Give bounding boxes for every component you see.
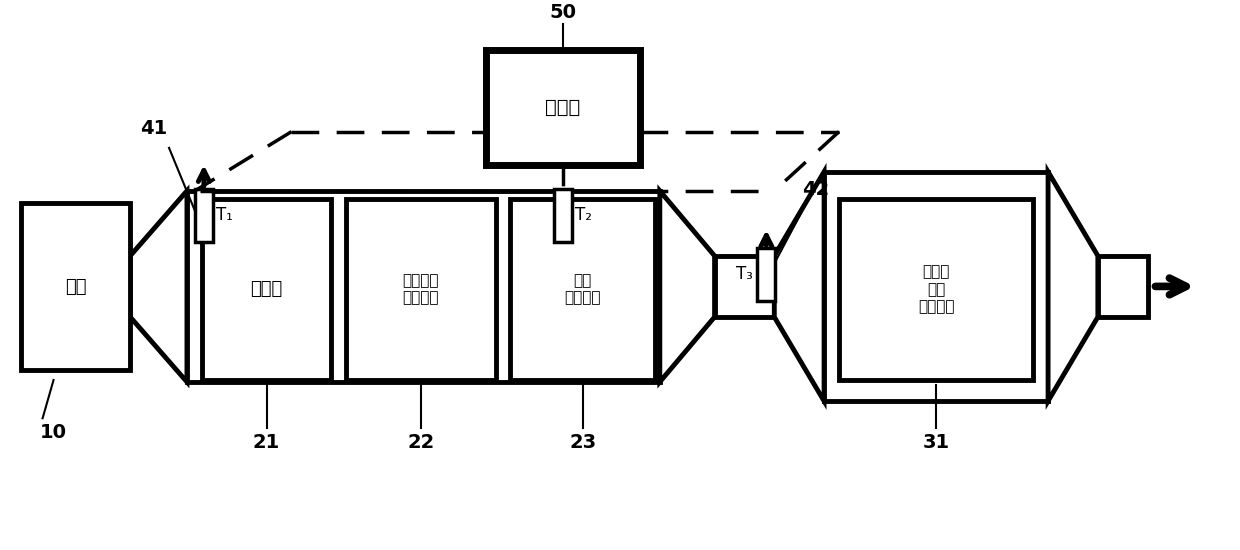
Polygon shape — [714, 256, 774, 317]
Bar — [195, 189, 213, 241]
Text: 微粒
捕集装置: 微粒 捕集装置 — [564, 273, 601, 305]
Bar — [511, 199, 655, 380]
Text: 柴油氧化
催化装置: 柴油氧化 催化装置 — [403, 273, 439, 305]
Text: T₂: T₂ — [575, 206, 593, 224]
Text: 选择性
催化
还原装置: 选择性 催化 还原装置 — [918, 265, 955, 314]
Text: 23: 23 — [569, 433, 596, 452]
Bar — [554, 189, 572, 241]
Bar — [758, 248, 775, 301]
Text: 10: 10 — [40, 423, 67, 442]
Text: 42: 42 — [802, 179, 830, 199]
Polygon shape — [774, 172, 825, 401]
Text: T₁: T₁ — [216, 206, 233, 224]
Text: T₃: T₃ — [737, 266, 754, 283]
Bar — [21, 204, 130, 371]
Text: 21: 21 — [253, 433, 280, 452]
Polygon shape — [1097, 256, 1148, 317]
Polygon shape — [660, 191, 714, 382]
Bar — [839, 199, 1033, 380]
Bar — [825, 172, 1048, 401]
Bar — [346, 199, 496, 380]
Text: 控制部: 控制部 — [546, 98, 580, 117]
Text: 燃烧器: 燃烧器 — [250, 280, 283, 298]
Text: 31: 31 — [923, 433, 950, 452]
Bar — [202, 199, 331, 380]
Text: 41: 41 — [140, 119, 167, 139]
Text: 50: 50 — [549, 3, 577, 22]
Bar — [187, 191, 660, 382]
Polygon shape — [1048, 172, 1097, 401]
Polygon shape — [130, 191, 187, 382]
Bar — [486, 51, 640, 165]
Text: 22: 22 — [407, 433, 434, 452]
Text: 引擎: 引擎 — [64, 278, 87, 296]
